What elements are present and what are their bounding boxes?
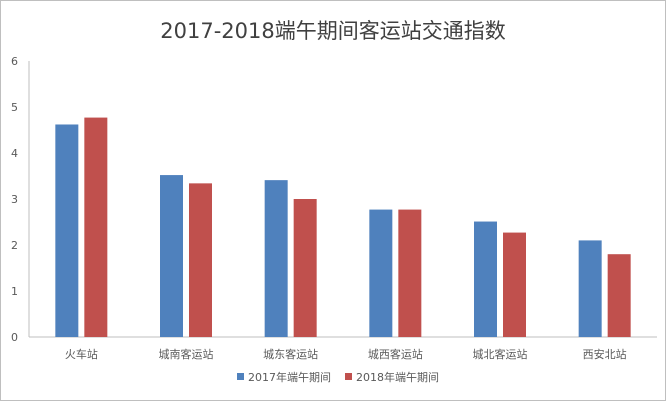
legend-label-1: 2017年端午期间	[248, 370, 331, 384]
legend-label-2: 2018年端午期间	[356, 370, 439, 384]
bar-series-1-5	[578, 240, 602, 337]
y-tick-label-2: 2	[11, 239, 18, 252]
x-tick-label-4: 城北客运站	[473, 347, 528, 361]
bar-series-2-0	[84, 117, 108, 337]
bar-series-2-5	[607, 254, 631, 337]
y-tick-label-3: 3	[11, 193, 18, 206]
x-tick-label-1: 城南客运站	[159, 347, 214, 361]
bar-series-2-3	[398, 209, 422, 337]
x-tick-label-0: 火车站	[65, 347, 98, 361]
legend-swatch-2	[345, 373, 352, 380]
x-tick-label-2: 城东客运站	[263, 347, 318, 361]
y-tick-label-1: 1	[11, 285, 18, 298]
bar-series-2-1	[189, 183, 212, 337]
x-tick-label-5: 西安北站	[583, 347, 627, 361]
bar-series-1-0	[55, 124, 79, 337]
x-tick-label-3: 城西客运站	[368, 347, 423, 361]
bar-series-1-3	[369, 209, 393, 337]
bar-series-2-4	[503, 232, 526, 337]
bar-series-1-2	[264, 180, 288, 337]
y-tick-label-0: 0	[11, 331, 18, 344]
bar-series-1-1	[160, 175, 183, 337]
y-tick-label-6: 6	[11, 55, 18, 68]
chart-title: 2017-2018端午期间客运站交通指数	[160, 19, 506, 43]
bar-series-2-2	[293, 199, 317, 337]
bar-series-1-4	[474, 221, 497, 337]
y-tick-label-4: 4	[11, 147, 18, 160]
legend-swatch-1	[237, 373, 244, 380]
y-tick-label-5: 5	[11, 101, 18, 114]
